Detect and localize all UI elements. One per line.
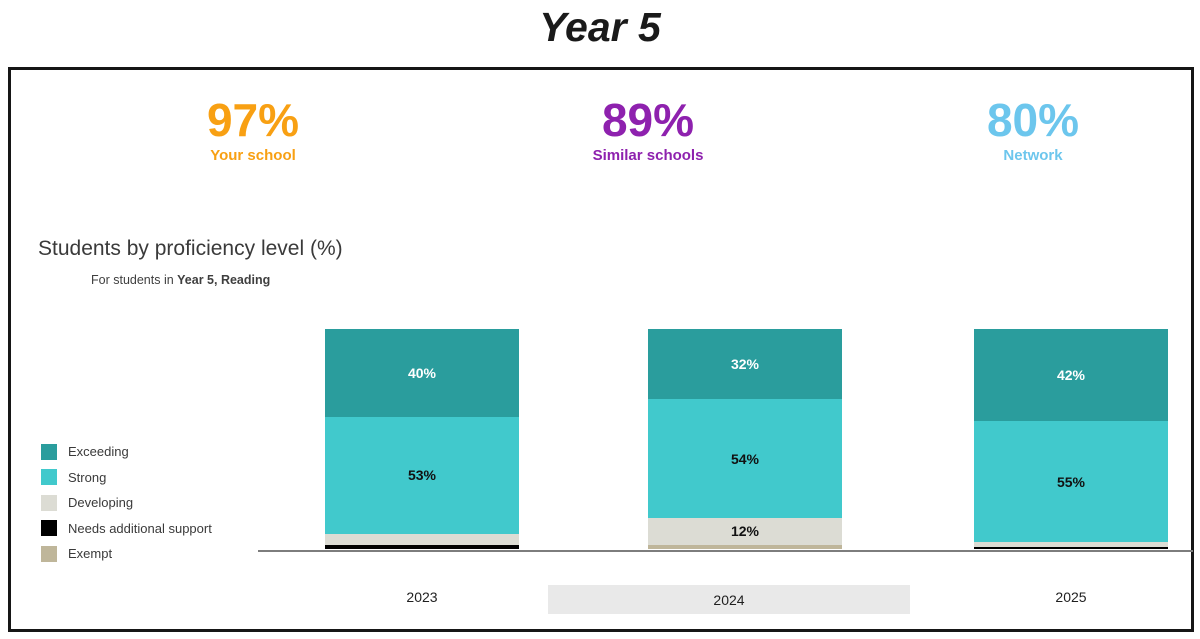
segment-value-label: 12% <box>730 523 760 540</box>
bar-2023[interactable]: 40% 53% <box>325 329 519 549</box>
legend-swatch <box>41 469 57 486</box>
segment-value-label: 32% <box>730 356 760 373</box>
stat-similar-schools-label: Similar schools <box>592 147 704 165</box>
x-label-2023[interactable]: 2023 <box>406 589 438 605</box>
bar-segment-2024-developing[interactable]: 12% <box>648 518 842 545</box>
bar-2025[interactable]: 42% 55% <box>974 329 1168 549</box>
legend-label: Needs additional support <box>68 520 212 536</box>
report-panel: 97% Your school 89% Similar schools 80% … <box>8 67 1194 632</box>
stat-similar-schools-value: 89% <box>601 94 695 146</box>
bar-segment-2024-strong[interactable]: 54% <box>648 399 842 519</box>
bar-segment-2025-strong[interactable]: 55% <box>974 421 1168 543</box>
bar-segment-2023-needs-additional-support[interactable] <box>325 544 519 549</box>
bar-segment-2025-exceeding[interactable]: 42% <box>974 329 1168 422</box>
bar-segment-2025-developing[interactable] <box>974 542 1168 547</box>
legend-swatch <box>41 520 57 537</box>
bar-segment-2024-exceeding[interactable]: 32% <box>648 329 842 400</box>
x-label-2024-highlighted[interactable]: 2024 <box>548 585 910 614</box>
legend-label: Developing <box>68 495 134 511</box>
stat-your-school-value: 97% <box>206 94 300 146</box>
segment-value-label: 42% <box>1056 367 1086 384</box>
bar-segment-2024-exempt[interactable] <box>648 544 842 549</box>
chart-legend: Exceeding Strong Developing Needs additiona… <box>41 439 212 567</box>
bar-segment-2023-developing[interactable] <box>325 533 519 545</box>
legend-item-exceeding[interactable]: Exceeding <box>41 439 212 465</box>
legend-swatch <box>41 545 57 562</box>
stat-your-school-label: Your school <box>210 147 296 165</box>
legend-label: Exempt <box>68 546 113 562</box>
chart-title: Students by proficiency level (%) <box>38 237 343 260</box>
stat-network-label: Network <box>1003 147 1063 165</box>
legend-swatch <box>41 494 57 511</box>
x-label-2025[interactable]: 2025 <box>1055 589 1087 605</box>
legend-label: Exceeding <box>68 444 129 460</box>
page-title: Year 5 <box>539 4 661 50</box>
chart-subtitle-filter: Year 5, Reading <box>177 273 271 287</box>
segment-value-label: 54% <box>730 450 760 467</box>
legend-item-needs-additional-support[interactable]: Needs additional support <box>41 516 212 542</box>
legend-item-strong[interactable]: Strong <box>41 465 212 491</box>
legend-item-exempt[interactable]: Exempt <box>41 541 212 567</box>
x-axis-line <box>258 550 1193 552</box>
legend-label: Strong <box>68 469 107 485</box>
segment-value-label: 55% <box>1056 473 1086 490</box>
stat-your-school: 97% Your school <box>206 94 300 165</box>
chart-subtitle: For students in Year 5, Reading <box>91 273 270 287</box>
legend-item-developing[interactable]: Developing <box>41 490 212 516</box>
chart-subtitle-prefix: For students in <box>91 273 178 287</box>
bar-segment-2023-exceeding[interactable]: 40% <box>325 329 519 418</box>
bar-2024[interactable]: 32% 54% 12% <box>648 329 842 549</box>
bar-segment-2025-needs-additional-support[interactable] <box>974 546 1168 549</box>
segment-value-label: 53% <box>407 467 437 484</box>
stat-similar-schools: 89% Similar schools <box>592 94 704 165</box>
bar-segment-2023-strong[interactable]: 53% <box>325 417 519 534</box>
segment-value-label: 40% <box>407 365 437 382</box>
stat-network: 80% Network <box>986 94 1080 165</box>
stat-network-value: 80% <box>986 94 1080 146</box>
legend-swatch <box>41 443 57 460</box>
